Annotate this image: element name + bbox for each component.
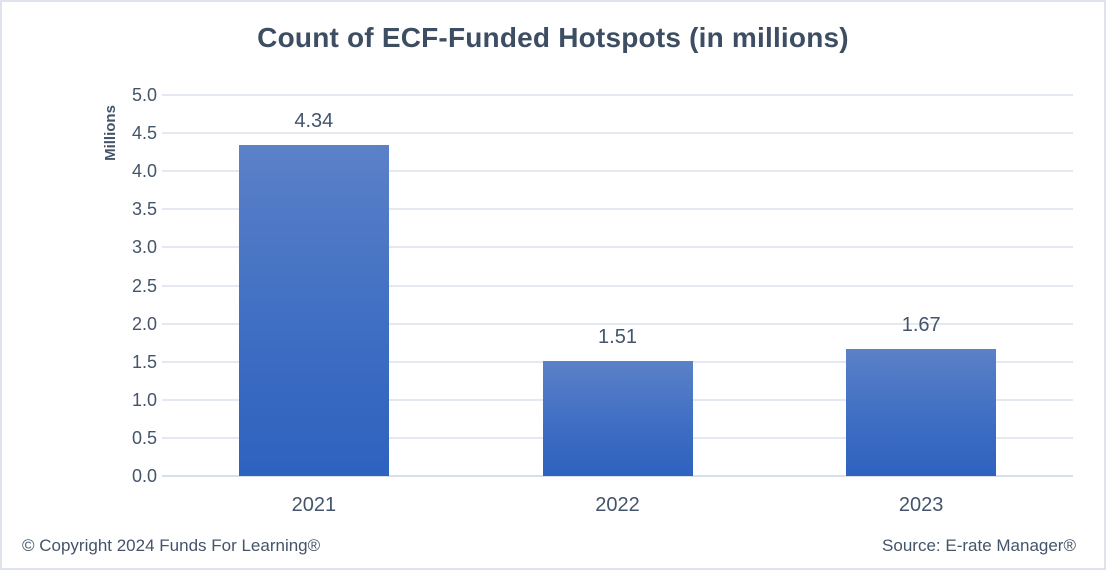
y-axis-ticks: 0.0 0.5 1.0 1.5 2.0 2.5 3.0 3.5 4.0 4.5 5.0 <box>2 85 157 486</box>
bar-value-label: 4.34 <box>294 110 334 133</box>
bar-value-label: 1.51 <box>598 325 637 348</box>
y-tick-label: 4.5 <box>131 123 157 144</box>
gridline <box>162 94 1073 96</box>
y-tick-label: 3.5 <box>131 199 157 220</box>
source-text: Source: E-rate Manager® <box>882 536 1076 555</box>
y-tick-label: 1.0 <box>131 389 157 410</box>
gridline <box>162 322 1073 325</box>
bar-2021 <box>238 145 389 476</box>
bar-slot: 1.51 <box>466 95 770 476</box>
bar-2023 <box>846 348 997 476</box>
copyright-text: © Copyright 2024 Funds For Learning® <box>22 536 321 555</box>
y-tick-label: 3.0 <box>131 237 157 258</box>
x-axis-labels: 2021 2022 2023 <box>162 494 1073 517</box>
gridline <box>162 170 1073 173</box>
y-tick-label: 0.0 <box>131 466 157 486</box>
y-tick-label: 4.0 <box>131 161 157 182</box>
bar-slots: 4.34 1.51 1.67 <box>162 95 1073 476</box>
gridline <box>162 132 1073 135</box>
y-tick-label: 0.5 <box>131 427 157 448</box>
bar-value-label: 1.67 <box>901 313 941 336</box>
bar-slot: 1.67 <box>769 95 1073 476</box>
gridline <box>162 246 1073 249</box>
x-axis-label: 2022 <box>595 494 640 516</box>
plot-area: 4.34 1.51 1.67 <box>162 94 1073 477</box>
y-tick-label: 1.5 <box>131 351 157 372</box>
x-axis-label: 2021 <box>291 494 337 516</box>
gridline <box>162 284 1073 287</box>
x-axis-label: 2023 <box>898 494 944 516</box>
y-tick-label: 2.0 <box>131 313 157 334</box>
bar-2022 <box>542 360 693 476</box>
x-axis-line <box>162 475 1073 477</box>
bar-slot: 4.34 <box>162 95 466 476</box>
y-tick-label: 2.5 <box>131 275 157 296</box>
gridline <box>162 208 1073 211</box>
chart-title: Count of ECF-Funded Hotspots (in million… <box>257 22 849 53</box>
y-tick-label: 5.0 <box>131 85 157 105</box>
